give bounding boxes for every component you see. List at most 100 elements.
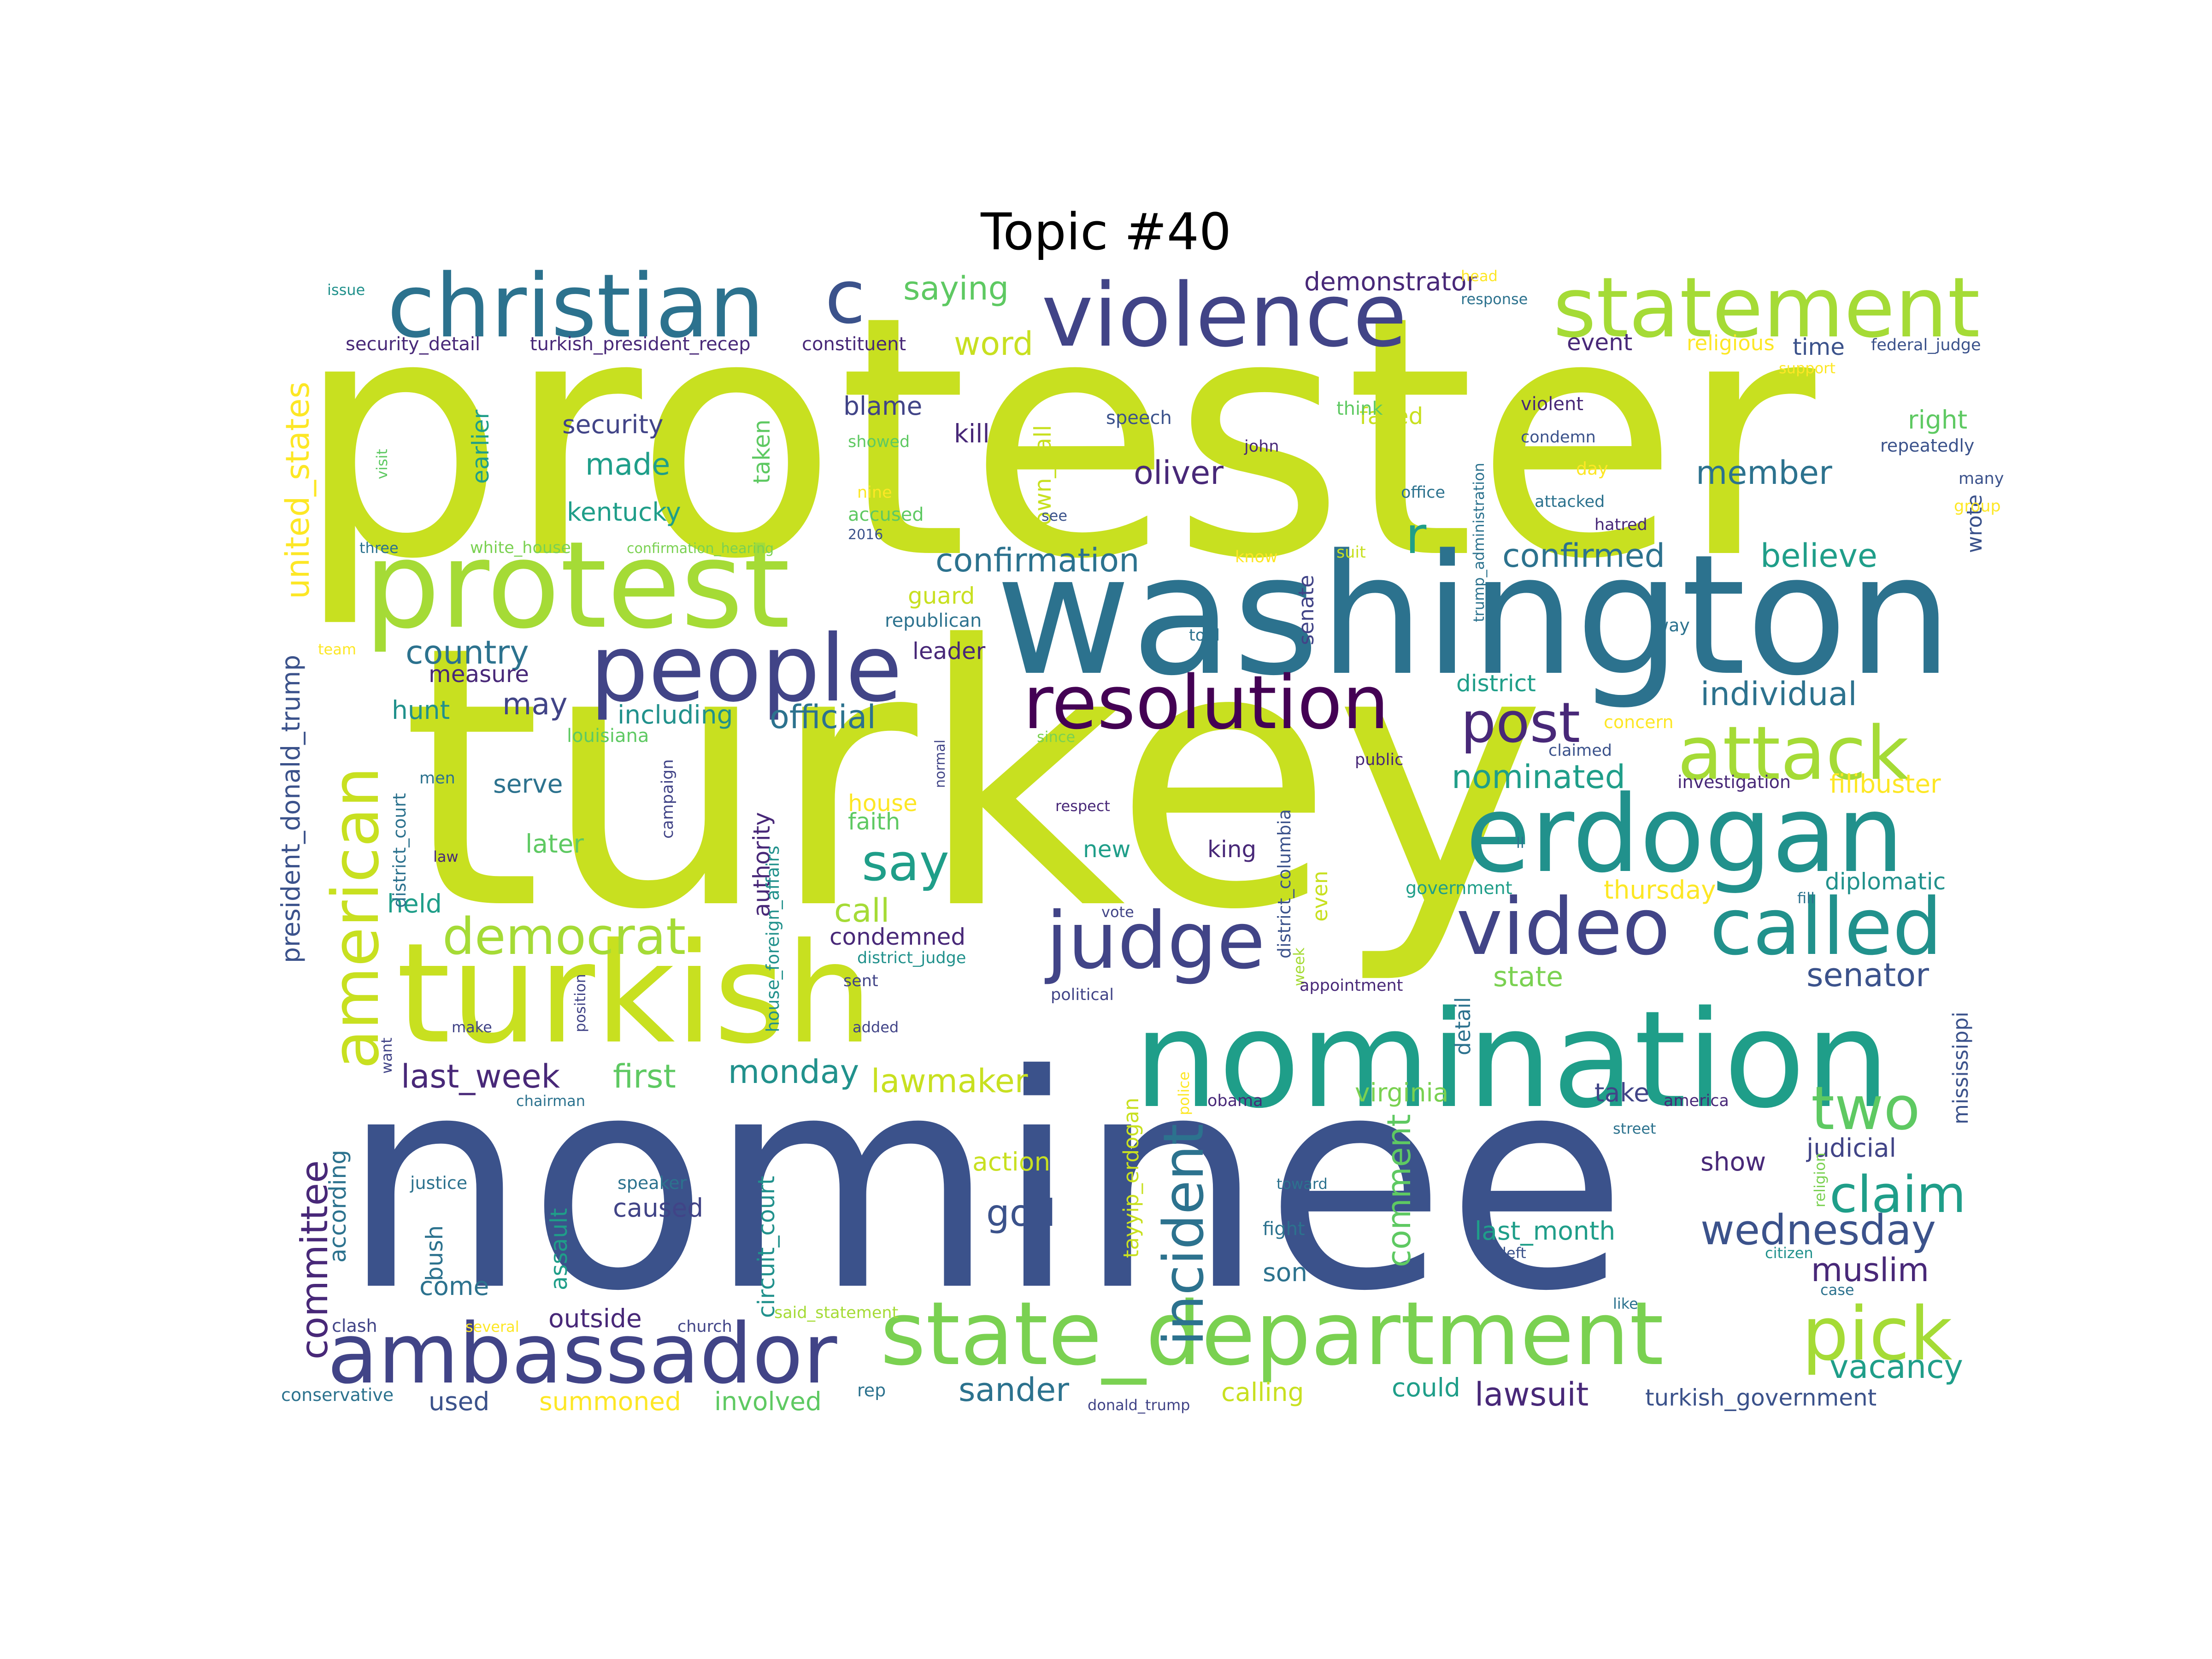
word-member: member (1696, 454, 1832, 492)
word-told: told (1189, 626, 1220, 645)
word-senator: senator (1806, 956, 1929, 994)
word-said-statement: said_statement (774, 1304, 898, 1322)
word-attack: attack (1677, 710, 1909, 796)
word-believe: believe (1760, 537, 1877, 575)
word-committee: committee (293, 1160, 336, 1359)
word-could: could (1392, 1373, 1460, 1402)
word-way: way (1654, 615, 1690, 635)
word-new: new (1083, 836, 1130, 863)
word-video: video (1456, 882, 1670, 973)
word-called: called (1710, 882, 1942, 973)
word-muslim: muslim (1811, 1251, 1929, 1289)
word-lawsuit: lawsuit (1475, 1376, 1588, 1413)
word-outside: outside (548, 1304, 642, 1333)
word-investigation: investigation (1677, 772, 1791, 792)
word-church: church (677, 1318, 732, 1336)
word-summoned: summoned (539, 1387, 681, 1416)
word-saying: saying (903, 270, 1009, 307)
word-chairman: chairman (516, 1092, 585, 1110)
word-hatred: hatred (1594, 516, 1647, 534)
word-rep: rep (857, 1380, 886, 1400)
word-speaker: speaker (618, 1173, 687, 1193)
word-kentucky: kentucky (567, 497, 681, 527)
word-nominated: nominated (1452, 758, 1625, 796)
word-god: god (986, 1192, 1056, 1235)
word-think: think (1336, 398, 1383, 419)
word-case: case (1820, 1281, 1854, 1299)
word-individual: individual (1700, 675, 1857, 713)
word-conservative: conservative (281, 1385, 394, 1405)
word-incident: incident (1152, 1124, 1216, 1346)
word-group: group (1954, 497, 2001, 516)
word-two: two (1811, 1073, 1920, 1143)
word-confirmation-hearing: confirmation_hearing (627, 541, 774, 557)
word-made: made (585, 447, 670, 482)
word-faced: faced (1359, 403, 1423, 429)
word-speech: speech (1106, 407, 1172, 429)
word-thursday: thursday (1604, 875, 1716, 905)
word-r: r (1406, 506, 1427, 565)
word-guard: guard (908, 582, 975, 609)
word-added: added (853, 1018, 899, 1036)
word-obama: obama (1207, 1092, 1263, 1110)
word-left: left (1502, 1244, 1526, 1262)
word-demonstrator: demonstrator (1304, 267, 1477, 296)
word-since: since (1037, 728, 1075, 746)
word-lawmaker: lawmaker (871, 1062, 1028, 1100)
word-religion: religion (1811, 1153, 1829, 1207)
word-religious: religious (1687, 331, 1775, 355)
word-turkish-president-recep: turkish_president_recep (530, 334, 751, 355)
word-people: people (590, 615, 902, 723)
word-toward: toward (1277, 1175, 1328, 1193)
word-faith: faith (848, 808, 900, 835)
word-first: first (613, 1058, 676, 1095)
word-concern: concern (1604, 712, 1674, 732)
word-hunt: hunt (392, 695, 450, 725)
word-official: official (770, 698, 876, 736)
word-district: district (1456, 670, 1536, 697)
word-government: government (1406, 878, 1512, 898)
word-measure: measure (429, 661, 529, 688)
word-resolution: resolution (1023, 659, 1389, 746)
word-appointment: appointment (1300, 977, 1403, 995)
word-comment: comment (1380, 1114, 1418, 1267)
word-accused: accused (848, 504, 924, 525)
word-calling: calling (1221, 1377, 1304, 1407)
word-house-foreign-affairs: house_foreign_affairs (763, 846, 783, 1032)
word-time: time (1793, 334, 1845, 360)
word-word: word (954, 325, 1033, 363)
word-serve: serve (493, 769, 563, 799)
word-mississippi: mississippi (1948, 1012, 1973, 1124)
word-police: police (1175, 1071, 1193, 1115)
word-white-house: white_house (470, 539, 571, 557)
word-turkey: turkey (401, 570, 1547, 988)
word-see: see (1041, 507, 1067, 524)
word-office: office (1401, 483, 1445, 502)
word-team: team (318, 641, 356, 658)
word-head: head (1461, 267, 1498, 285)
word-claim: claim (1830, 1165, 1966, 1224)
word-may: may (502, 687, 568, 722)
word-week: week (1290, 947, 1308, 986)
word-fill: fill (1797, 889, 1815, 907)
word-ll: ll (1516, 834, 1524, 852)
word-circuit-court: circuit_court (753, 1176, 780, 1318)
word-repeatedly: repeatedly (1880, 435, 1974, 456)
word-assault: assault (546, 1208, 572, 1290)
word-federal-judge: federal_judge (1871, 336, 1981, 354)
word-kill: kill (954, 419, 990, 448)
word-ambassador: ambassador (327, 1306, 837, 1402)
word-including: including (618, 700, 733, 729)
word-know: know (1235, 548, 1278, 566)
word-john: john (1244, 437, 1279, 456)
word-several: several (465, 1318, 519, 1335)
word-public: public (1355, 751, 1403, 769)
word-blame: blame (843, 391, 922, 421)
word-christian: christian (387, 255, 765, 357)
word-earlier: earlier (467, 409, 494, 484)
word-violent: violent (1521, 394, 1583, 415)
word-oliver: oliver (1134, 454, 1224, 492)
word-event: event (1567, 329, 1632, 356)
word-constituent: constituent (802, 334, 906, 355)
